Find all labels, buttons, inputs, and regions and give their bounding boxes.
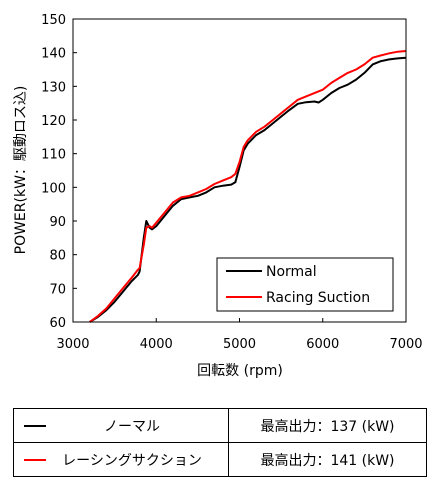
legend-label-normal: Normal bbox=[266, 264, 317, 280]
x-axis-title: 回転数 (rpm) bbox=[197, 363, 283, 379]
row-name-racing-suction: レーシングサクション bbox=[62, 452, 202, 469]
table-row: レーシングサクション 最高出力：141 (kW) bbox=[13, 442, 427, 477]
y-tick-label: 80 bbox=[49, 249, 66, 264]
y-axis-ticks: 60 70 80 90 100 110 120 130 140 150 bbox=[41, 13, 77, 331]
x-tick-label: 6000 bbox=[306, 337, 339, 352]
series-swatch-normal bbox=[24, 425, 46, 427]
legend: Normal Racing Suction bbox=[216, 257, 394, 312]
table-row: ノーマル 最高出力：137 (kW) bbox=[13, 408, 427, 443]
power-chart: 60 70 80 90 100 110 120 130 140 150 3000 4000 5000 6… bbox=[13, 13, 423, 379]
x-tick-label: 4000 bbox=[140, 337, 173, 352]
y-tick-label: 140 bbox=[41, 47, 66, 62]
row-name-normal: ノーマル bbox=[104, 418, 160, 435]
y-tick-label: 120 bbox=[41, 114, 66, 129]
y-axis-title: POWER(kW：駆動ロス込) bbox=[13, 86, 29, 255]
y-tick-label: 150 bbox=[41, 13, 66, 28]
legend-box bbox=[216, 257, 394, 312]
x-tick-label: 7000 bbox=[389, 337, 422, 352]
row-power-racing-suction: 最高出力：141 (kW) bbox=[228, 442, 427, 477]
power-summary-table: ノーマル 最高出力：137 (kW) レーシングサクション 最高出力：141 (… bbox=[13, 408, 427, 477]
plot-area-frame bbox=[72, 18, 407, 323]
series-swatch-racing-suction bbox=[24, 459, 46, 461]
y-tick-label: 90 bbox=[49, 215, 66, 230]
x-axis-ticks: 3000 4000 5000 6000 7000 bbox=[56, 318, 423, 352]
y-tick-label: 130 bbox=[41, 80, 66, 95]
table-cell-name: レーシングサクション bbox=[13, 442, 229, 477]
series-line-racing-suction bbox=[89, 50, 407, 323]
series-layer bbox=[89, 50, 407, 323]
y-tick-label: 100 bbox=[41, 181, 66, 196]
x-tick-label: 5000 bbox=[223, 337, 256, 352]
legend-label-racing-suction: Racing Suction bbox=[266, 290, 370, 306]
y-tick-label: 60 bbox=[49, 316, 66, 331]
table-cell-name: ノーマル bbox=[13, 408, 229, 443]
y-tick-label: 70 bbox=[49, 282, 66, 297]
y-tick-label: 110 bbox=[41, 148, 66, 163]
row-power-normal: 最高出力：137 (kW) bbox=[228, 408, 427, 443]
x-tick-label: 3000 bbox=[56, 337, 89, 352]
